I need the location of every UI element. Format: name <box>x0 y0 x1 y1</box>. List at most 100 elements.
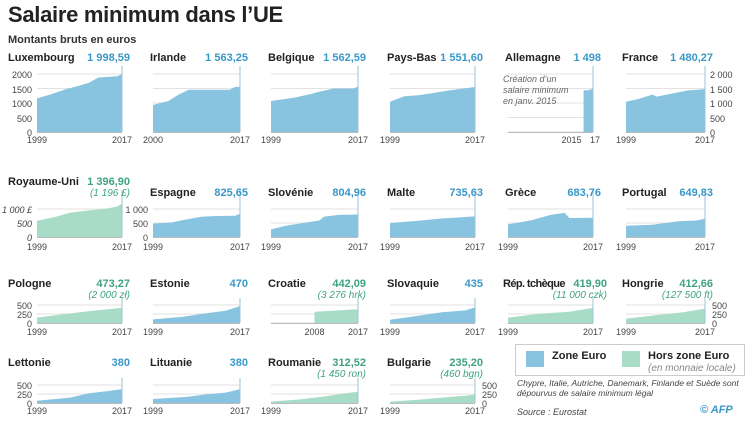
x-tick-label: 1999 <box>26 406 48 416</box>
page-subtitle: Montants bruts en euros <box>8 34 137 46</box>
panel-value: 312,52 <box>332 357 366 369</box>
panel-local-value: (3 276 hrk) <box>317 290 366 301</box>
y-tick-label: 500 <box>482 381 498 391</box>
x-tick-label: 2017 <box>464 406 486 416</box>
x-tick-label: 1999 <box>379 406 401 416</box>
y-tick-label: 1 000 £ <box>1 205 32 215</box>
y-tick-label: 0 <box>26 233 32 243</box>
panel-local-value: (1 196 £) <box>89 188 130 199</box>
area-series-croatie <box>314 309 358 323</box>
x-tick-label: 2017 <box>464 135 486 145</box>
x-tick-label: 1999 <box>615 242 637 252</box>
y-tick-label: 1000 <box>11 99 32 109</box>
legend-label-euro: Zone Euro <box>552 350 607 362</box>
panel-title: Estonie <box>150 278 190 290</box>
panel-title: Malte <box>387 187 416 199</box>
y-tick-label: 0 <box>26 128 32 138</box>
area-series-portugal <box>626 218 705 237</box>
x-tick-label: 2017 <box>694 242 716 252</box>
area-series-pays-bas <box>390 87 475 132</box>
area-series-r-p-tch-que <box>508 307 593 323</box>
x-tick-label: 1999 <box>142 327 164 337</box>
panel-value: 380 <box>111 357 130 369</box>
panel-title: Bulgarie <box>387 357 432 369</box>
area-series-roumanie <box>271 391 358 403</box>
area-series-allemagne <box>583 88 593 132</box>
x-tick-label: 2017 <box>111 135 133 145</box>
panel-value: 473,27 <box>96 278 130 290</box>
y-tick-label: 2000 <box>11 70 32 80</box>
x-tick-label: 2008 <box>304 327 325 337</box>
y-tick-label: 1 000 <box>125 205 148 215</box>
area-series-slov-nie <box>271 214 358 237</box>
x-tick-label: 2017 <box>347 406 369 416</box>
panel-title: Roumanie <box>268 357 322 369</box>
panel-value: 412,66 <box>679 278 713 290</box>
x-tick-label: 1999 <box>260 135 282 145</box>
x-tick-label: 2017 <box>464 242 486 252</box>
legend-label-hors-sub: (en monnaie locale) <box>648 363 736 374</box>
x-tick-label: 2017 <box>229 327 251 337</box>
panel-value: 470 <box>229 278 248 290</box>
x-tick-label: 1999 <box>379 327 401 337</box>
panel-title: Rép. tchèque <box>503 278 565 290</box>
x-tick-label: 1999 <box>260 242 282 252</box>
y-tick-label: 1 000 <box>710 99 733 109</box>
y-tick-label: 250 <box>16 310 32 320</box>
panel-title: Pays-Bas <box>387 52 437 64</box>
area-series-slovaquie <box>390 307 475 323</box>
x-tick-label: 2017 <box>582 242 604 252</box>
y-tick-label: 0 <box>26 399 32 409</box>
x-tick-label: 2017 <box>111 406 133 416</box>
area-series-lettonie <box>37 389 122 403</box>
y-tick-label: 0 <box>710 128 716 138</box>
area-series-luxembourg <box>37 74 122 132</box>
x-tick-label: 1999 <box>142 242 164 252</box>
legend-swatch-hors <box>622 351 640 367</box>
panel-title: Irlande <box>150 52 187 64</box>
panel-local-value: (2 000 zł) <box>88 290 130 301</box>
footnote: Chypre, Italie, Autriche, Danemark, Finl… <box>517 378 739 398</box>
page-title: Salaire minimum dans l’UE <box>8 2 283 27</box>
panel-value: 435 <box>464 278 483 290</box>
y-tick-label: 0 <box>712 319 718 329</box>
y-tick-label: 500 <box>132 219 148 229</box>
panel-local-value: (460 bgn) <box>440 369 483 380</box>
panel-title: Lituanie <box>150 357 193 369</box>
x-tick-label: 2017 <box>694 135 716 145</box>
panel-title: Slovaquie <box>387 278 439 290</box>
legend-swatch-euro <box>526 351 544 367</box>
area-series-hongrie <box>626 308 705 323</box>
x-tick-label: 1999 <box>497 242 519 252</box>
panel-title: Slovénie <box>268 187 314 199</box>
panel-title: Royaume-Uni <box>8 176 79 188</box>
area-series-malte <box>390 216 475 237</box>
x-tick-label: 2017 <box>229 242 251 252</box>
panel-title: Luxembourg <box>8 52 75 64</box>
x-tick-label: 1999 <box>142 406 164 416</box>
area-series-royaume-uni <box>37 203 122 237</box>
y-tick-label: 500 <box>16 381 32 391</box>
x-tick-label: 2017 <box>464 327 486 337</box>
area-series-france <box>626 89 705 132</box>
panel-title: Portugal <box>622 187 667 199</box>
panel-value: 683,76 <box>567 187 601 199</box>
source: Source : Eurostat <box>517 407 587 417</box>
panel-local-value: (1 450 ron) <box>317 369 366 380</box>
y-tick-label: 250 <box>712 310 728 320</box>
panel-value: 235,20 <box>449 357 483 369</box>
x-tick-label: 2017 <box>347 327 369 337</box>
x-tick-label: 2017 <box>347 242 369 252</box>
y-tick-label: 0 <box>26 319 32 329</box>
panel-value: 804,96 <box>332 187 366 199</box>
x-tick-label: 2017 <box>694 327 716 337</box>
y-tick-label: 500 <box>16 219 32 229</box>
panel-note: Création d’un salaire minimum en janv. 2… <box>503 74 569 106</box>
panel-local-value: (127 500 ft) <box>661 290 713 301</box>
y-tick-label: 500 <box>710 113 726 124</box>
x-tick-label: 1999 <box>615 327 637 337</box>
x-tick-label: 1999 <box>615 135 637 145</box>
panel-title: Pologne <box>8 278 52 290</box>
panel-title: Hongrie <box>622 278 664 290</box>
